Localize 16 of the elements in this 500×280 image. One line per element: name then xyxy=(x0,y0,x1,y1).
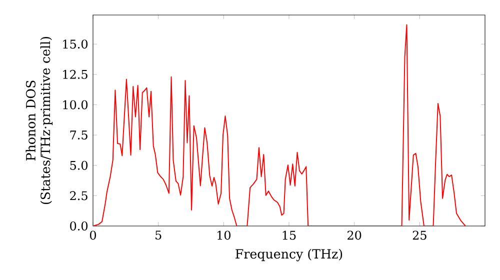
y-tick-label: 0.0 xyxy=(70,221,88,231)
y-tick-label: 12.5 xyxy=(63,70,88,79)
y-tick-label: 15.0 xyxy=(63,40,88,49)
x-axis-title: Frequency (THz) xyxy=(236,248,342,262)
x-tick-label: 10 xyxy=(218,230,230,240)
x-tick-label: 20 xyxy=(348,230,362,240)
y-tick-label: 2.5 xyxy=(70,191,88,200)
y-tick-label: 7.5 xyxy=(70,130,88,140)
x-tick-label: 5 xyxy=(156,230,162,240)
y-tick-label: 10.0 xyxy=(63,100,88,110)
x-tick-label: 15 xyxy=(282,230,296,240)
y-axis-title: Phonon DOS (States/THz·primitive cell) xyxy=(26,36,53,204)
line-series xyxy=(93,24,466,226)
x-tick-label: 25 xyxy=(412,230,426,240)
x-tick-label: 0 xyxy=(90,230,96,240)
y-tick-label: 5.0 xyxy=(70,160,88,170)
